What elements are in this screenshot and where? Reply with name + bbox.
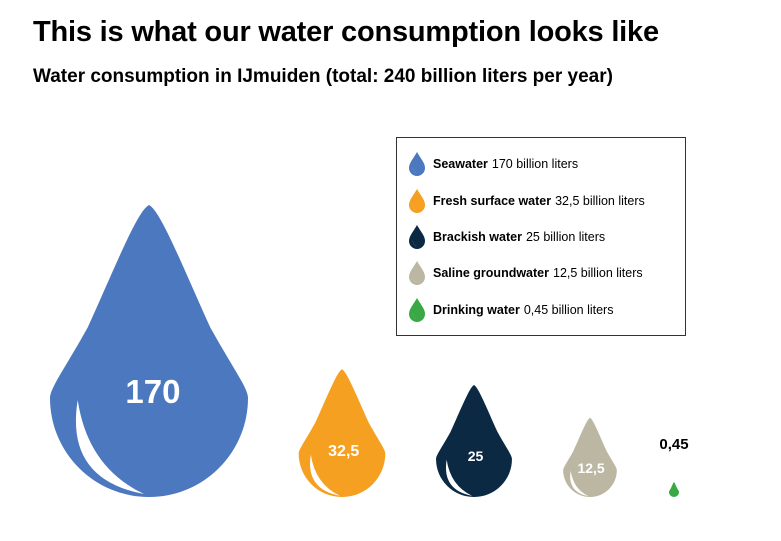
legend-label: Drinking water: [433, 303, 520, 317]
droplet-drinking-water: 0,45: [659, 436, 689, 497]
data-label: 12,5: [577, 460, 604, 476]
legend-label: Fresh surface water: [433, 194, 552, 208]
droplet-saline-groundwater: 12,5: [563, 417, 617, 497]
legend-label: Saline groundwater: [433, 266, 549, 280]
legend-item-drinking-water: Drinking water 0,45 billion liters: [408, 296, 613, 324]
droplet-mark: [668, 481, 680, 497]
water-drop-icon: [409, 298, 425, 322]
water-drop-icon: [409, 225, 425, 249]
legend: Seawater 170 billion liters Fresh surfac…: [396, 137, 686, 336]
droplet-mark: [50, 204, 248, 497]
water-drop-icon: [409, 261, 425, 285]
droplet-mark: [563, 417, 617, 497]
droplet-highlight: [445, 459, 473, 496]
legend-amount: 170 billion liters: [491, 157, 579, 171]
water-drop-icon: [409, 189, 425, 213]
droplet-brackish-water: 25: [436, 385, 512, 498]
data-label: 25: [468, 448, 484, 464]
legend-amount: 25 billion liters: [525, 230, 606, 244]
data-label: 170: [125, 373, 180, 410]
legend-label: Seawater: [433, 157, 488, 171]
water-drop-icon: [409, 152, 425, 176]
legend-item-saline-groundwater: Saline groundwater 12,5 billion liters: [408, 259, 643, 287]
legend-label: Brackish water: [433, 230, 522, 244]
legend-item-seawater: Seawater 170 billion liters: [408, 150, 578, 178]
droplet-highlight: [75, 399, 145, 495]
legend-amount: 32,5 billion liters: [555, 194, 645, 208]
data-label: 0,45: [659, 436, 688, 453]
droplet-seawater: 170: [50, 204, 248, 497]
droplet-fresh-surface-water: 32,5: [298, 369, 386, 497]
legend-amount: 12,5 billion liters: [553, 266, 643, 280]
droplet-mark: [436, 385, 512, 498]
droplet-mark: [298, 369, 386, 497]
droplet-highlight: [570, 470, 589, 497]
droplet-highlight: [310, 454, 340, 496]
legend-item-brackish-water: Brackish water 25 billion liters: [408, 223, 605, 251]
chart-title: This is what our water consumption looks…: [33, 16, 659, 48]
legend-item-fresh-surface-water: Fresh surface water 32,5 billion liters: [408, 187, 645, 215]
data-label: 32,5: [328, 443, 359, 460]
chart-subtitle: Water consumption in IJmuiden (total: 24…: [33, 66, 613, 87]
legend-amount: 0,45 billion liters: [523, 303, 614, 317]
